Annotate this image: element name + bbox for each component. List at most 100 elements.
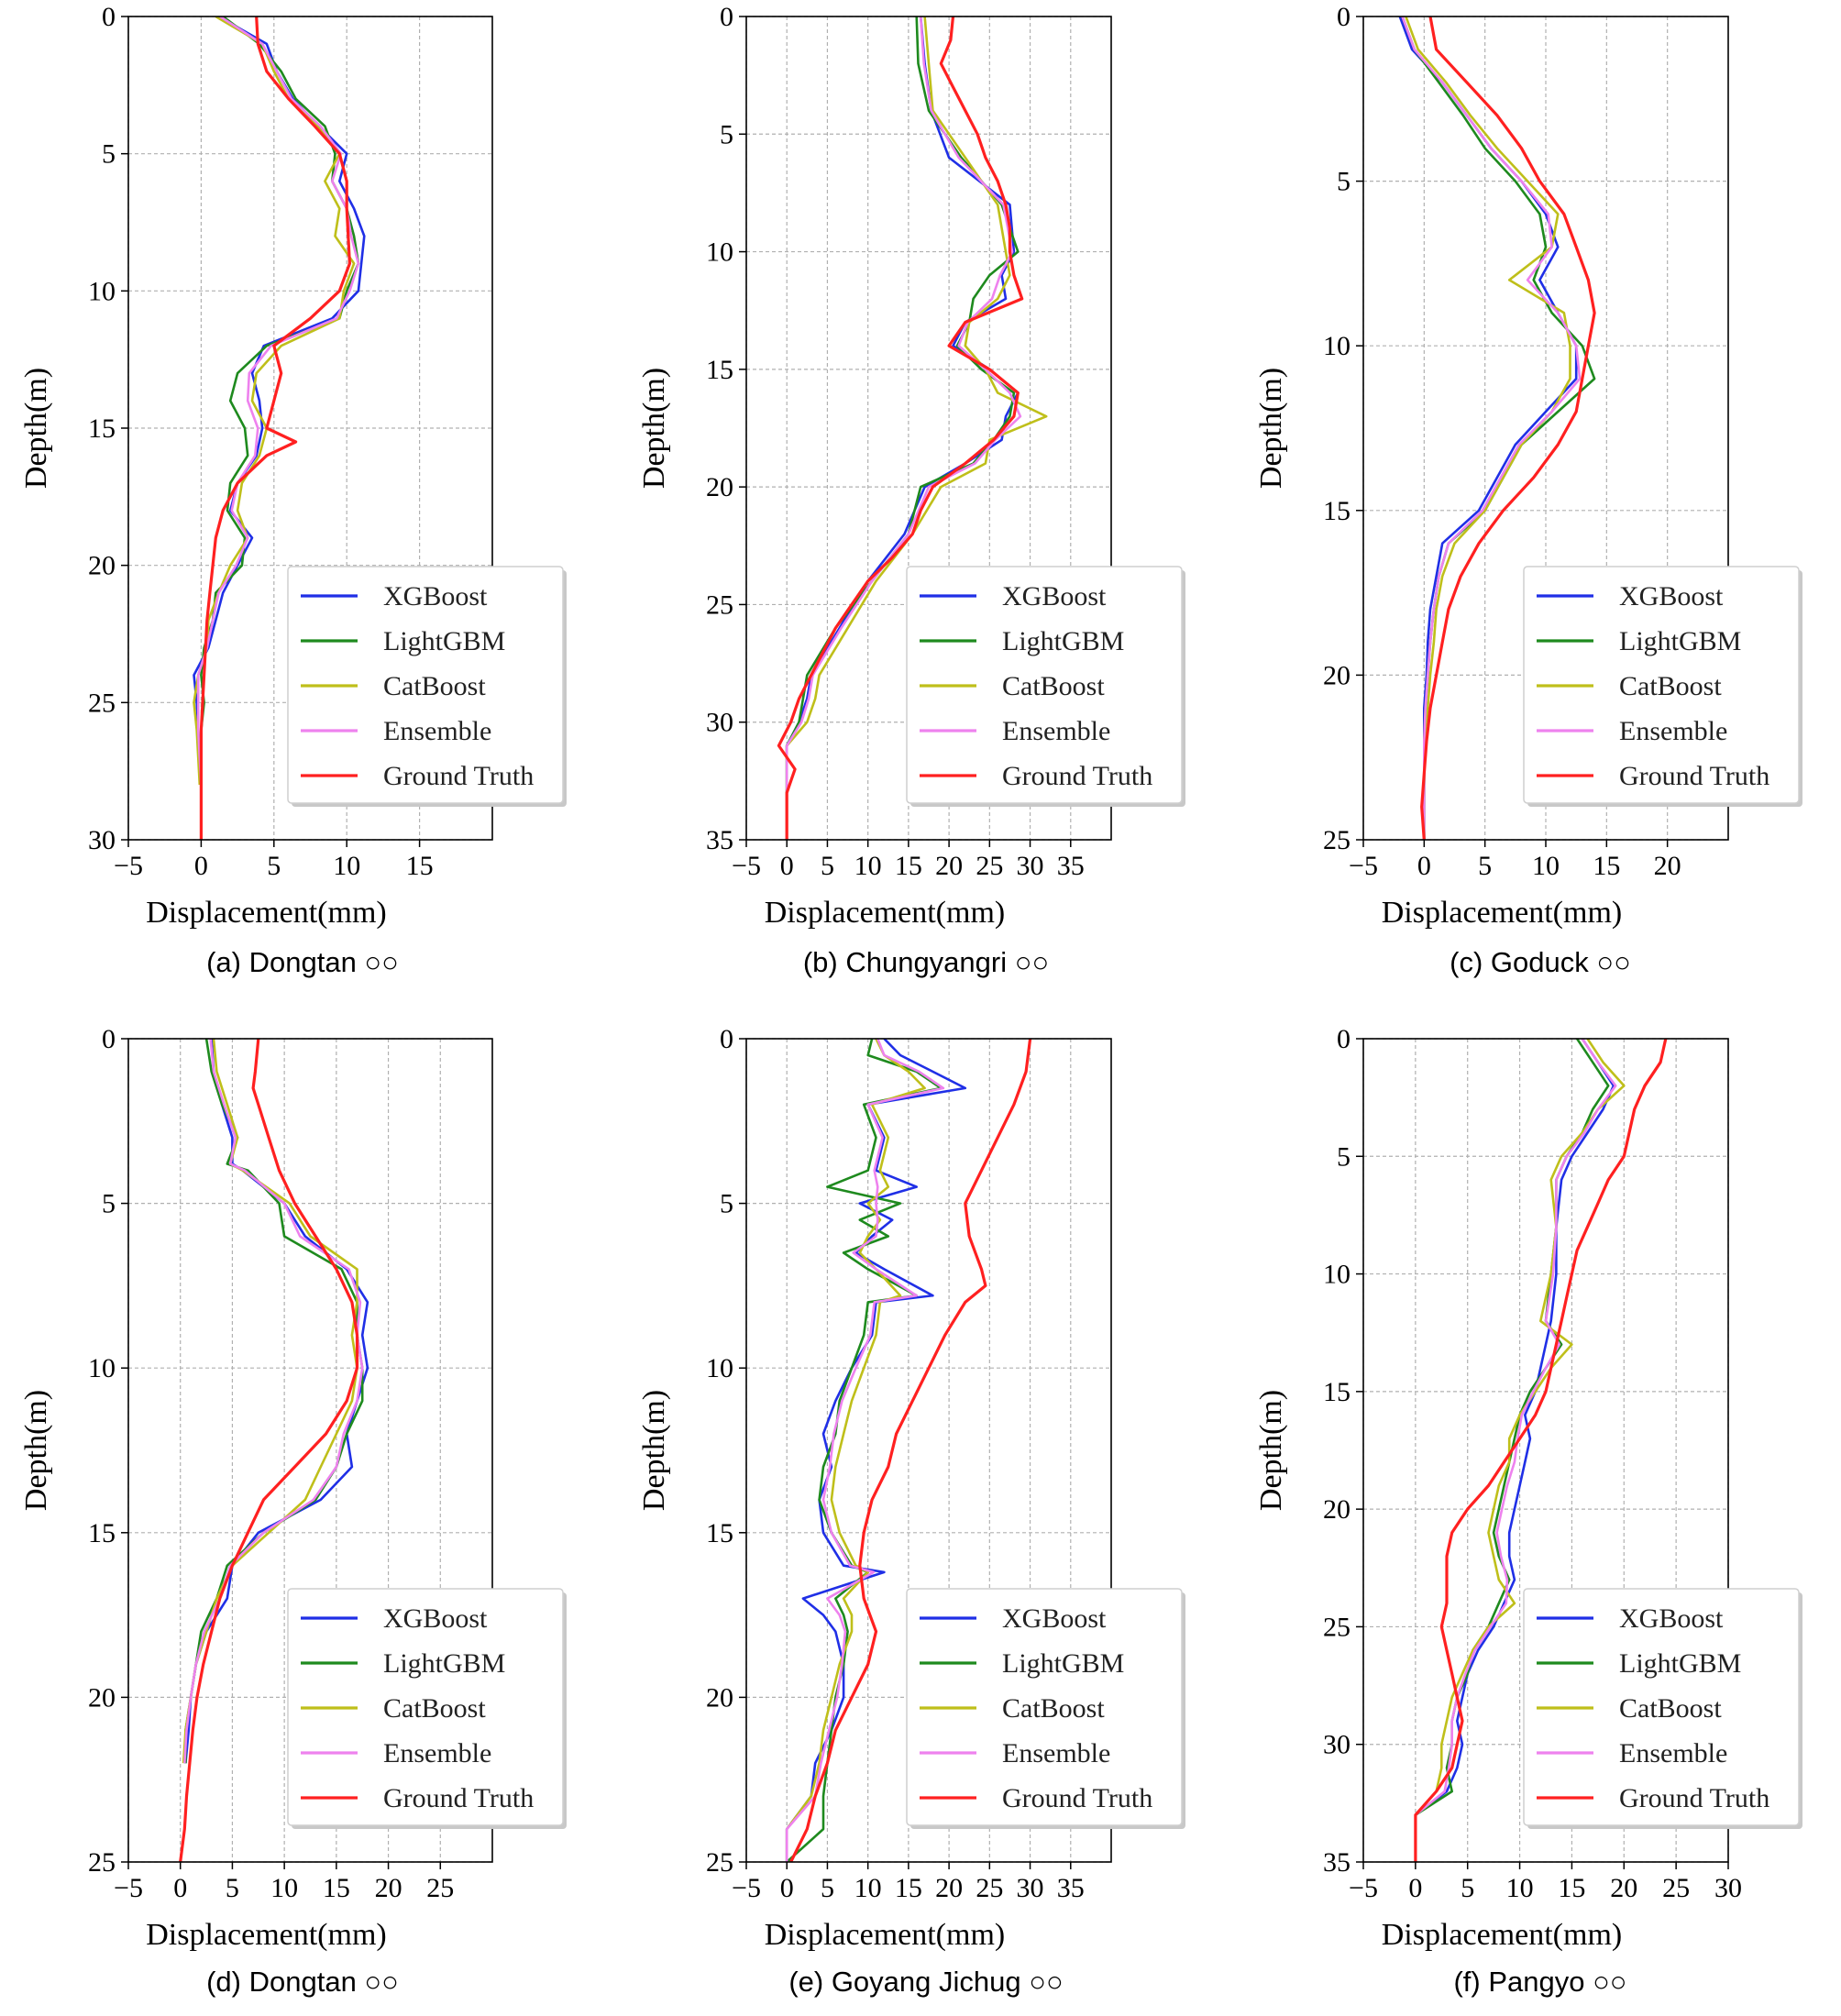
legend-label: CatBoost <box>1619 1693 1722 1724</box>
x-axis-title: Displacement(mm) <box>765 896 1005 930</box>
x-tick-label: 30 <box>1017 1873 1044 1903</box>
legend-box <box>906 1588 1183 1826</box>
legend-box <box>1523 1588 1800 1826</box>
chart-panel-5: −5 0 5 10 15 20 25 30 350510152025Displacement(m… <box>637 1024 1185 1998</box>
chart-panel-1: −5 0 5 10 15 0 5 10 15 20 25 30 Displacement(mm) Dept… <box>19 2 567 978</box>
x-tick-label: 5 <box>226 1873 239 1903</box>
series-line-catboost <box>1414 1039 1626 1862</box>
series-line-ground-truth <box>777 17 1024 840</box>
legend-label: Ground Truth <box>1002 1783 1152 1813</box>
legend-label: LightGBM <box>383 1648 505 1679</box>
series-line-ground-truth <box>199 17 351 840</box>
plot-frame <box>745 16 1112 841</box>
series-line-ground-truth <box>1414 1039 1668 1862</box>
legend-label: Ground Truth <box>1619 1783 1769 1813</box>
x-tick-label: 15 <box>1558 1873 1585 1903</box>
legend: XGBoost LightGBM CatBoost Ensemble Ground Tr… <box>287 566 567 807</box>
series-lines <box>777 17 1048 840</box>
x-axis-title: Displacement(mm) <box>765 1918 1005 1952</box>
series-line-lightgbm <box>184 1039 364 1764</box>
x-tick-label: 10 <box>1532 851 1560 881</box>
y-tick-label: 35 <box>1323 1847 1350 1878</box>
y-tick-label: 5 <box>1337 1141 1350 1172</box>
y-tick-label: 25 <box>706 1847 733 1878</box>
y-tick-label: 10 <box>1323 331 1350 361</box>
y-tick-label: 20 <box>1323 660 1350 690</box>
legend-label: Ground Truth <box>1619 761 1769 791</box>
x-tick-label: −5 <box>114 1873 143 1903</box>
legend: XGBoost LightGBM CatBoost Ensemble Ground Tr… <box>1523 1588 1802 1829</box>
y-tick-label: 20 <box>88 1682 116 1713</box>
legend-label: CatBoost <box>1619 671 1722 701</box>
y-tick-label: 5 <box>102 139 116 170</box>
legend-label: CatBoost <box>383 671 486 701</box>
chart-panel-3: −5 0 5 10 15 20 0 5 10 15 20 25 Displacement(mm) Dept… <box>1254 2 1802 978</box>
y-tick-label: 0 <box>102 2 116 32</box>
legend-label: Ensemble <box>383 1738 491 1768</box>
y-axis-title: Depth(m) <box>19 368 53 489</box>
legend-label: Ensemble <box>1619 1738 1727 1768</box>
y-tick-label: 15 <box>706 355 733 385</box>
x-tick-label: −5 <box>732 851 761 881</box>
legend-label: LightGBM <box>1002 626 1124 656</box>
legend-label: Ensemble <box>1002 1738 1110 1768</box>
y-tick-label: 25 <box>1323 825 1350 855</box>
legend-label: Ensemble <box>1002 716 1110 746</box>
series-line-catboost <box>785 17 1048 840</box>
y-tick-label: 15 <box>88 413 116 444</box>
y-tick-label: 5 <box>720 119 733 149</box>
x-tick-label: −5 <box>732 1873 761 1903</box>
chart-panel-2: −5 0 5 10 15 20 25 30 3505101520253035Displaceme… <box>637 2 1185 978</box>
x-tick-label: 15 <box>1593 851 1620 881</box>
x-tick-label: 0 <box>780 1873 794 1903</box>
panel-caption: (e) Goyang Jichug ○○ <box>788 1966 1063 1998</box>
legend-label: Ground Truth <box>1002 761 1152 791</box>
legend-box <box>1523 566 1800 804</box>
legend-label: LightGBM <box>1619 1648 1741 1679</box>
x-tick-label: 10 <box>1506 1873 1534 1903</box>
y-tick-label: 20 <box>88 551 116 581</box>
y-axis-title: Depth(m) <box>637 368 671 489</box>
series-line-ensemble <box>183 1039 364 1764</box>
y-tick-label: 15 <box>706 1518 733 1548</box>
y-tick-label: 10 <box>706 237 733 268</box>
legend: XGBoost LightGBM CatBoost Ensemble Ground Tr… <box>287 1588 567 1829</box>
x-tick-label: 10 <box>270 1873 298 1903</box>
y-tick-label: 25 <box>1323 1612 1350 1642</box>
series-line-ground-truth <box>179 1039 359 1862</box>
series-lines <box>1414 1039 1668 1862</box>
chart-panels: −5 0 5 10 15 0 5 10 15 20 25 30 Displacement(mm) Dept… <box>19 2 1802 1998</box>
panel-caption: (b) Chungyangri ○○ <box>803 946 1049 978</box>
legend-box <box>906 566 1183 804</box>
legend: XGBoost LightGBM CatBoost Ensemble Ground Tr… <box>1523 566 1802 807</box>
y-tick-label: 20 <box>1323 1494 1350 1525</box>
x-tick-label: 15 <box>323 1873 350 1903</box>
y-tick-label: 0 <box>720 2 733 32</box>
legend-label: LightGBM <box>383 626 505 656</box>
y-tick-label: 25 <box>706 589 733 620</box>
legend-label: XGBoost <box>1619 1603 1724 1634</box>
x-tick-label: 10 <box>854 1873 882 1903</box>
panel-caption: (f) Pangyo ○○ <box>1453 1966 1626 1998</box>
legend-label: CatBoost <box>1002 1693 1105 1724</box>
legend: XGBoost LightGBM CatBoost Ensemble Ground Tr… <box>906 1588 1185 1829</box>
series-line-ground-truth <box>789 1039 1032 1862</box>
legend-label: Ensemble <box>383 716 491 746</box>
legend-label: XGBoost <box>1002 581 1107 611</box>
y-tick-label: 30 <box>88 825 116 855</box>
series-lines <box>193 17 366 840</box>
x-tick-label: 20 <box>375 1873 402 1903</box>
x-tick-label: 10 <box>333 851 360 881</box>
y-tick-label: 20 <box>706 1682 733 1713</box>
series-line-ensemble <box>785 1039 945 1862</box>
panel-caption: (d) Dongtan ○○ <box>206 1966 399 1998</box>
x-tick-label: 25 <box>976 1873 1003 1903</box>
x-tick-label: 5 <box>1478 851 1492 881</box>
x-tick-label: 30 <box>1017 851 1044 881</box>
x-tick-label: 0 <box>173 1873 187 1903</box>
y-tick-label: 35 <box>706 825 733 855</box>
legend: XGBoost LightGBM CatBoost Ensemble Ground Tr… <box>906 566 1185 807</box>
x-tick-label: 35 <box>1057 1873 1085 1903</box>
y-tick-label: 30 <box>706 708 733 738</box>
